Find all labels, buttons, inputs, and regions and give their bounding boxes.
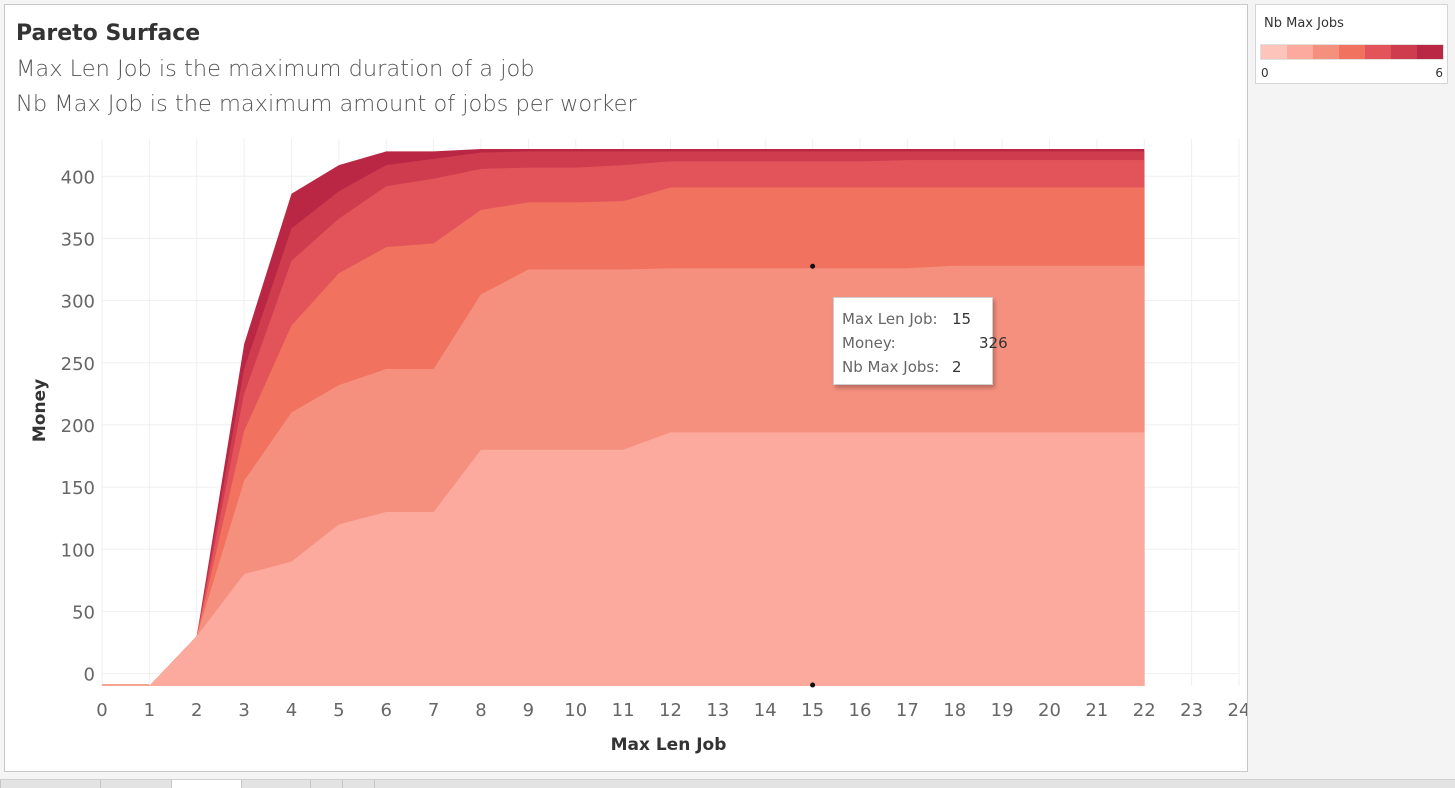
x-tick-label: 24 <box>1228 700 1247 721</box>
y-tick-label: 250 <box>61 354 95 375</box>
legend-min-label: 0 <box>1261 66 1269 80</box>
sheet-tab-bar <box>0 779 1455 788</box>
x-tick-label: 8 <box>475 700 486 721</box>
x-tick-label: 3 <box>238 700 249 721</box>
legend-swatch-5[interactable] <box>1391 45 1417 59</box>
x-tick-label: 0 <box>96 700 107 721</box>
y-tick-label: 200 <box>61 416 95 437</box>
x-tick-label: 22 <box>1133 700 1156 721</box>
x-tick-label: 9 <box>523 700 534 721</box>
sheet-tab[interactable] <box>0 780 100 788</box>
y-axis-title: Money <box>30 379 50 442</box>
x-tick-label: 14 <box>754 700 777 721</box>
tooltip-value: 2 <box>952 358 962 376</box>
x-tick-label: 5 <box>333 700 344 721</box>
legend-swatch-4[interactable] <box>1365 45 1391 59</box>
x-tick-label: 21 <box>1085 700 1108 721</box>
chart-title: Pareto Surface <box>16 21 201 46</box>
y-tick-label: 300 <box>61 292 95 313</box>
sheet-tab[interactable] <box>310 780 342 788</box>
legend-max-label: 6 <box>1435 66 1443 80</box>
y-tick-label: 100 <box>61 540 95 561</box>
x-tick-label: 17 <box>896 700 919 721</box>
color-legend[interactable]: Nb Max Jobs 0 6 <box>1255 4 1448 84</box>
y-tick-label: 350 <box>61 229 95 250</box>
sheet-tab[interactable] <box>100 780 171 788</box>
x-axis-title: Max Len Job <box>611 735 727 755</box>
tooltip-row: Money: 326 <box>842 334 1008 352</box>
legend-color-ramp[interactable] <box>1260 44 1444 60</box>
sheet-tab[interactable] <box>241 780 310 788</box>
tooltip-row: Max Len Job: 15 <box>842 310 971 328</box>
x-tick-label: 19 <box>991 700 1014 721</box>
x-tick-label: 4 <box>286 700 297 721</box>
y-tick-label: 50 <box>72 602 95 623</box>
x-tick-label: 6 <box>381 700 392 721</box>
legend-swatch-6[interactable] <box>1417 45 1443 59</box>
tooltip-value: 326 <box>979 334 1008 352</box>
tooltip-row: Nb Max Jobs: 2 <box>842 358 962 376</box>
sheet-tab[interactable] <box>342 780 374 788</box>
y-tick-label: 0 <box>84 665 95 686</box>
legend-swatch-2[interactable] <box>1313 45 1339 59</box>
legend-swatch-1[interactable] <box>1287 45 1313 59</box>
chart-subtitle-1: Max Len Job is the maximum duration of a… <box>16 56 535 82</box>
x-tick-label: 23 <box>1180 700 1203 721</box>
x-tick-label: 7 <box>428 700 439 721</box>
legend-title: Nb Max Jobs <box>1264 16 1344 31</box>
y-tick-label: 400 <box>61 167 95 188</box>
x-tick-label: 1 <box>144 700 155 721</box>
highlight-point <box>810 263 816 269</box>
area-layer-1[interactable] <box>102 432 1145 686</box>
x-tick-label: 15 <box>801 700 824 721</box>
x-tick-label: 12 <box>659 700 682 721</box>
y-tick-label: 150 <box>61 478 95 499</box>
chart-panel: Pareto Surface Max Len Job is the maximu… <box>4 4 1248 772</box>
legend-swatch-0[interactable] <box>1261 45 1287 59</box>
tooltip-label: Nb Max Jobs: <box>842 358 940 376</box>
x-tick-label: 16 <box>849 700 872 721</box>
data-tooltip: Max Len Job: 15 Money: 326 Nb Max Jobs: 2 <box>833 297 1008 385</box>
x-tick-label: 18 <box>943 700 966 721</box>
x-tick-label: 11 <box>612 700 635 721</box>
tooltip-label: Max Len Job: <box>842 310 938 328</box>
chart-subtitle-2: Nb Max Job is the maximum amount of jobs… <box>16 91 637 117</box>
sheet-tab-active[interactable] <box>171 780 241 788</box>
legend-swatch-3[interactable] <box>1339 45 1365 59</box>
x-tick-label: 20 <box>1038 700 1061 721</box>
tooltip-label: Money: <box>842 334 896 352</box>
x-tick-label: 13 <box>706 700 729 721</box>
tooltip-value: 15 <box>952 310 972 328</box>
x-tick-label: 10 <box>564 700 587 721</box>
highlight-axis-point <box>810 682 816 688</box>
sheet-tab[interactable] <box>374 780 406 788</box>
x-tick-label: 2 <box>191 700 202 721</box>
